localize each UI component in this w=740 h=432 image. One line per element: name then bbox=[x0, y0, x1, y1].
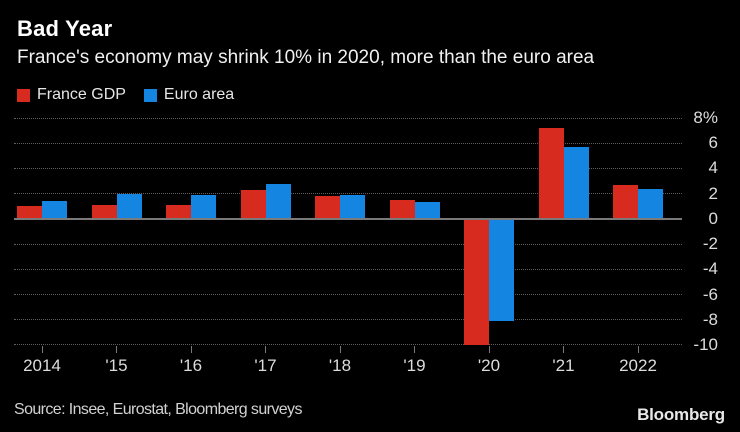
gridline-2 bbox=[14, 193, 682, 195]
bar-euro-area-15 bbox=[116, 194, 142, 219]
x-axis-tick bbox=[563, 345, 564, 353]
x-axis-label-18: '18 bbox=[328, 356, 352, 375]
gridline-4 bbox=[14, 167, 682, 169]
x-axis-tick bbox=[339, 345, 341, 353]
bar-euro-area-19 bbox=[414, 202, 440, 218]
legend-swatch-euro-area bbox=[143, 88, 157, 102]
x-axis-tick bbox=[41, 345, 43, 353]
legend: France GDP Euro area bbox=[17, 86, 234, 104]
gridline-6 bbox=[14, 142, 682, 144]
y-axis-label--4: -4 bbox=[702, 259, 718, 279]
bar-france-gdp-15 bbox=[91, 205, 117, 219]
x-axis-tick bbox=[116, 345, 117, 353]
x-axis-tick bbox=[265, 345, 266, 353]
bar-france-gdp-2014 bbox=[17, 206, 42, 219]
legend-item-euro-area: Euro area bbox=[143, 86, 235, 104]
bar-france-gdp-17 bbox=[240, 190, 266, 219]
x-axis-label-17: '17 bbox=[254, 356, 277, 375]
bar-france-gdp-16 bbox=[166, 205, 191, 219]
bar-euro-area-20 bbox=[489, 219, 514, 321]
y-axis-label-8: 8% bbox=[693, 108, 718, 127]
gridline--4 bbox=[14, 268, 682, 270]
y-axis-label--6: -6 bbox=[702, 284, 718, 304]
y-axis-label-6: 6 bbox=[708, 133, 718, 153]
x-axis-tick bbox=[637, 345, 639, 353]
bar-euro-area-21 bbox=[563, 147, 589, 219]
x-axis-label-16: '16 bbox=[179, 356, 203, 375]
gridline--2 bbox=[14, 243, 682, 245]
y-axis-label-0: 0 bbox=[708, 208, 718, 228]
gridline--6 bbox=[14, 294, 682, 296]
bar-france-gdp-21 bbox=[538, 128, 564, 219]
y-axis-label--10: -10 bbox=[693, 334, 718, 354]
bloomberg-logo: Bloomberg bbox=[637, 405, 725, 424]
x-axis-label-2022: 2022 bbox=[619, 356, 657, 375]
bar-france-gdp-2022 bbox=[613, 185, 638, 219]
gridline-8 bbox=[14, 117, 682, 119]
bar-france-gdp-18 bbox=[315, 196, 340, 219]
x-axis-label-15: '15 bbox=[105, 356, 128, 375]
zero-axis-line bbox=[14, 217, 682, 220]
legend-swatch-france-gdp bbox=[17, 88, 30, 102]
x-axis-tick bbox=[190, 345, 192, 353]
y-axis-label-4: 4 bbox=[708, 158, 718, 178]
legend-label: Euro area bbox=[163, 86, 235, 103]
y-axis-label-2: 2 bbox=[708, 183, 718, 203]
bar-euro-area-16 bbox=[191, 195, 216, 219]
gridline--10 bbox=[14, 344, 682, 346]
x-axis-label-20: '20 bbox=[477, 356, 501, 375]
chart-subtitle: France's economy may shrink 10% in 2020,… bbox=[17, 47, 595, 68]
bar-euro-area-17 bbox=[265, 184, 291, 219]
plot-area bbox=[14, 117, 682, 353]
x-axis-label-21: '21 bbox=[552, 356, 575, 375]
legend-item-france-gdp: France GDP bbox=[17, 86, 126, 104]
bar-euro-area-2014 bbox=[42, 201, 67, 219]
bar-france-gdp-20 bbox=[464, 219, 489, 345]
bar-france-gdp-19 bbox=[389, 200, 415, 219]
y-axis-label--8: -8 bbox=[702, 309, 718, 329]
bar-euro-area-2022 bbox=[638, 189, 663, 219]
gridline--8 bbox=[14, 319, 682, 321]
x-axis-label-2014: 2014 bbox=[23, 356, 61, 375]
legend-label: France GDP bbox=[37, 86, 126, 103]
y-axis-label--2: -2 bbox=[702, 234, 718, 254]
x-axis-label-19: '19 bbox=[403, 356, 426, 375]
bar-euro-area-18 bbox=[340, 195, 365, 219]
x-axis-tick bbox=[488, 345, 490, 353]
source-note: Source: Insee, Eurostat, Bloomberg surve… bbox=[14, 401, 302, 418]
x-axis-tick bbox=[414, 345, 415, 353]
chart-title: Bad Year bbox=[17, 16, 113, 41]
